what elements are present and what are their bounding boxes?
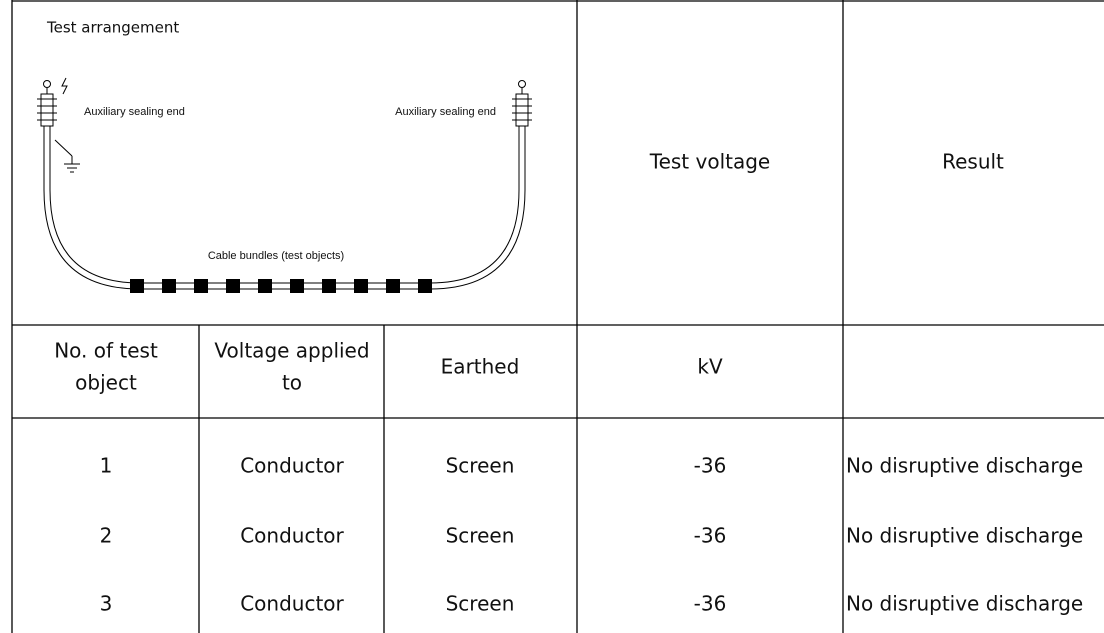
column-header: to [282, 371, 302, 395]
diagram-label: Auxiliary sealing end [395, 106, 496, 118]
table-cell: Conductor [240, 592, 344, 616]
column-header: Voltage applied [214, 339, 369, 363]
table-cell: Screen [446, 524, 515, 548]
table-cell: Conductor [240, 454, 344, 478]
table-cells: No. of test object Voltage applied to Earthe… [54, 339, 1083, 616]
table-cell: Screen [446, 454, 515, 478]
column-header: kV [697, 355, 723, 379]
table-cell: 1 [100, 454, 113, 478]
column-header: object [75, 371, 137, 395]
table-cell: No disruptive discharge [846, 592, 1083, 616]
table-cell: -36 [694, 592, 727, 616]
table-cell: Screen [446, 592, 515, 616]
column-header: Earthed [441, 355, 520, 379]
section-title: Test arrangement [46, 19, 179, 37]
table-cell: Conductor [240, 524, 344, 548]
document: Test arrangement Auxiliary sealing end A… [0, 0, 1104, 633]
table-cell: -36 [694, 524, 727, 548]
column-header: Test voltage [649, 150, 770, 174]
column-header: No. of test [54, 339, 158, 363]
table-cell: No disruptive discharge [846, 524, 1083, 548]
table-cell: 3 [100, 592, 113, 616]
diagram-label: Auxiliary sealing end [84, 106, 185, 118]
page: Test arrangement Auxiliary sealing end A… [0, 0, 1104, 633]
diagram-label: Cable bundles (test objects) [208, 250, 344, 262]
table-cell: 2 [100, 524, 113, 548]
table-cell: -36 [694, 454, 727, 478]
table-cell: No disruptive discharge [846, 454, 1083, 478]
column-header: Result [942, 150, 1004, 174]
